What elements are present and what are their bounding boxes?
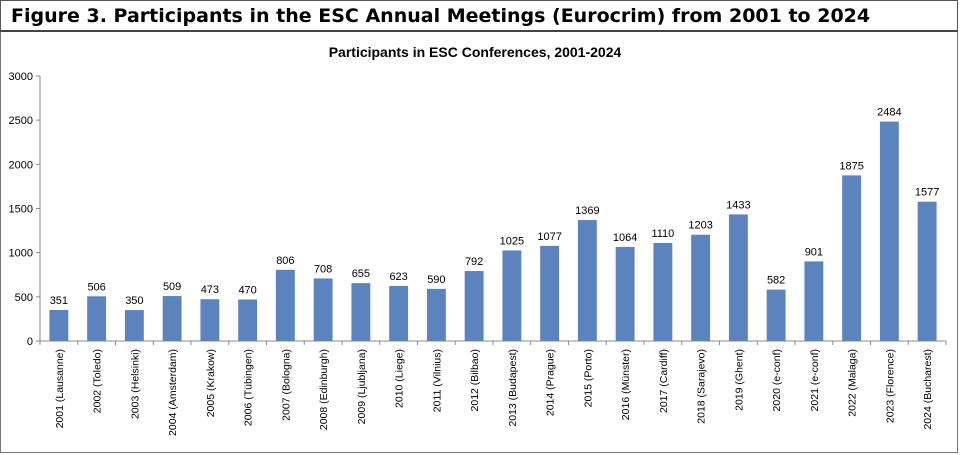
x-tick-label: 2015 (Porto) <box>582 349 594 407</box>
y-tick-label: 2000 <box>9 159 33 171</box>
data-label: 2484 <box>877 107 901 119</box>
x-tick-label: 2002 (Toledo) <box>92 349 104 413</box>
x-tick-label: 2007 (Bologna) <box>280 349 292 421</box>
x-tick-label: 2018 (Sarajevo) <box>696 349 708 424</box>
x-tick-label: 2014 (Prague) <box>545 349 557 416</box>
y-axis: 0 500 1000 1500 2000 2500 3000 <box>9 71 41 348</box>
data-label: 1064 <box>613 232 637 244</box>
x-tick-label: 2012 (Bilbao) <box>469 349 481 411</box>
y-tick-label: 1000 <box>9 248 33 260</box>
bar <box>426 288 446 341</box>
bar <box>200 299 220 341</box>
data-label: 582 <box>767 275 785 287</box>
x-tick-labels: 2001 (Lausanne) 2002 (Toledo) 2003 (Helsin… <box>54 349 934 436</box>
x-tick-label: 2009 (Ljubljana) <box>356 349 368 424</box>
x-tick-label: 2020 (e-conf) <box>771 349 783 411</box>
bar <box>728 214 748 341</box>
figure-header: Figure 3. Participants in the ESC Annual… <box>0 0 958 32</box>
bar <box>275 269 295 341</box>
y-tick-label: 0 <box>27 336 33 348</box>
figure-title: Figure 3. Participants in the ESC Annual… <box>11 5 871 27</box>
data-label: 1025 <box>500 235 524 247</box>
x-tick-label: 2005 (Krakow) <box>205 349 217 417</box>
bar <box>842 175 862 341</box>
bar <box>124 310 144 341</box>
x-tick-label: 2004 (Amsterdam) <box>167 349 179 436</box>
bar <box>691 234 711 341</box>
data-label: 1433 <box>726 199 750 211</box>
data-label: 473 <box>201 284 219 296</box>
bar-series <box>49 121 937 341</box>
data-label: 792 <box>465 256 483 268</box>
bar <box>766 289 786 341</box>
data-label: 590 <box>427 274 445 286</box>
x-tick-label: 2017 (Cardiff) <box>658 349 670 413</box>
bar <box>351 283 371 341</box>
data-label: 623 <box>389 271 407 283</box>
bar <box>653 242 673 341</box>
x-tick-label: 2022 (Malaga) <box>847 349 859 417</box>
chart-title: Participants in ESC Conferences, 2001-20… <box>329 44 622 60</box>
x-tick-label: 2006 (Tübingen) <box>243 349 255 426</box>
x-tick-label: 2024 (Bucharest) <box>922 349 934 430</box>
data-label: 655 <box>352 268 370 280</box>
y-tick-label: 2500 <box>9 115 33 127</box>
bar <box>577 220 597 341</box>
bar <box>917 201 937 341</box>
data-label: 506 <box>87 281 105 293</box>
x-tick-label: 2016 (Münster) <box>620 349 632 420</box>
data-label: 708 <box>314 263 332 275</box>
bar <box>49 309 69 341</box>
data-label: 1110 <box>651 228 674 240</box>
bar <box>502 250 522 341</box>
x-tick-label: 2011 (Vilnius) <box>431 349 443 412</box>
bar <box>313 278 333 341</box>
data-label: 351 <box>50 295 68 307</box>
bar <box>389 285 409 341</box>
y-tick-label: 3000 <box>9 71 33 83</box>
data-label: 901 <box>805 246 823 258</box>
x-tick-label: 2021 (e-conf) <box>809 349 821 411</box>
x-tick-label: 2010 (Liege) <box>394 349 406 408</box>
bar <box>87 296 107 341</box>
x-tick-label: 2008 (Edinburgh) <box>318 349 330 430</box>
data-label: 470 <box>238 284 256 296</box>
chart-frame <box>0 32 958 453</box>
data-labels: 351 506 350 509 473 470 806 708 655 623 590 792 1025… <box>50 107 940 308</box>
y-tick-label: 500 <box>15 292 33 304</box>
x-tick-label: 2013 (Budapest) <box>507 349 519 427</box>
bar <box>238 299 258 341</box>
bar <box>162 296 182 341</box>
x-tick-label: 2019 (Ghent) <box>733 349 745 411</box>
data-label: 350 <box>125 295 143 307</box>
y-tick-label: 1500 <box>9 204 33 216</box>
bar <box>540 245 560 341</box>
data-label: 806 <box>276 255 294 267</box>
x-tick-label: 2001 (Lausanne) <box>54 349 66 428</box>
data-label: 1077 <box>537 231 561 243</box>
data-label: 1369 <box>575 205 599 217</box>
data-label: 1875 <box>839 160 863 172</box>
data-label: 1203 <box>688 220 712 232</box>
bar <box>804 261 824 341</box>
bar <box>615 247 635 341</box>
bar <box>879 121 899 341</box>
data-label: 1577 <box>915 187 939 199</box>
bar <box>464 271 484 341</box>
data-label: 509 <box>163 281 181 293</box>
x-tick-label: 2023 (Florence) <box>884 349 896 423</box>
x-axis <box>39 340 947 345</box>
x-tick-label: 2003 (Helsinki) <box>129 349 141 419</box>
